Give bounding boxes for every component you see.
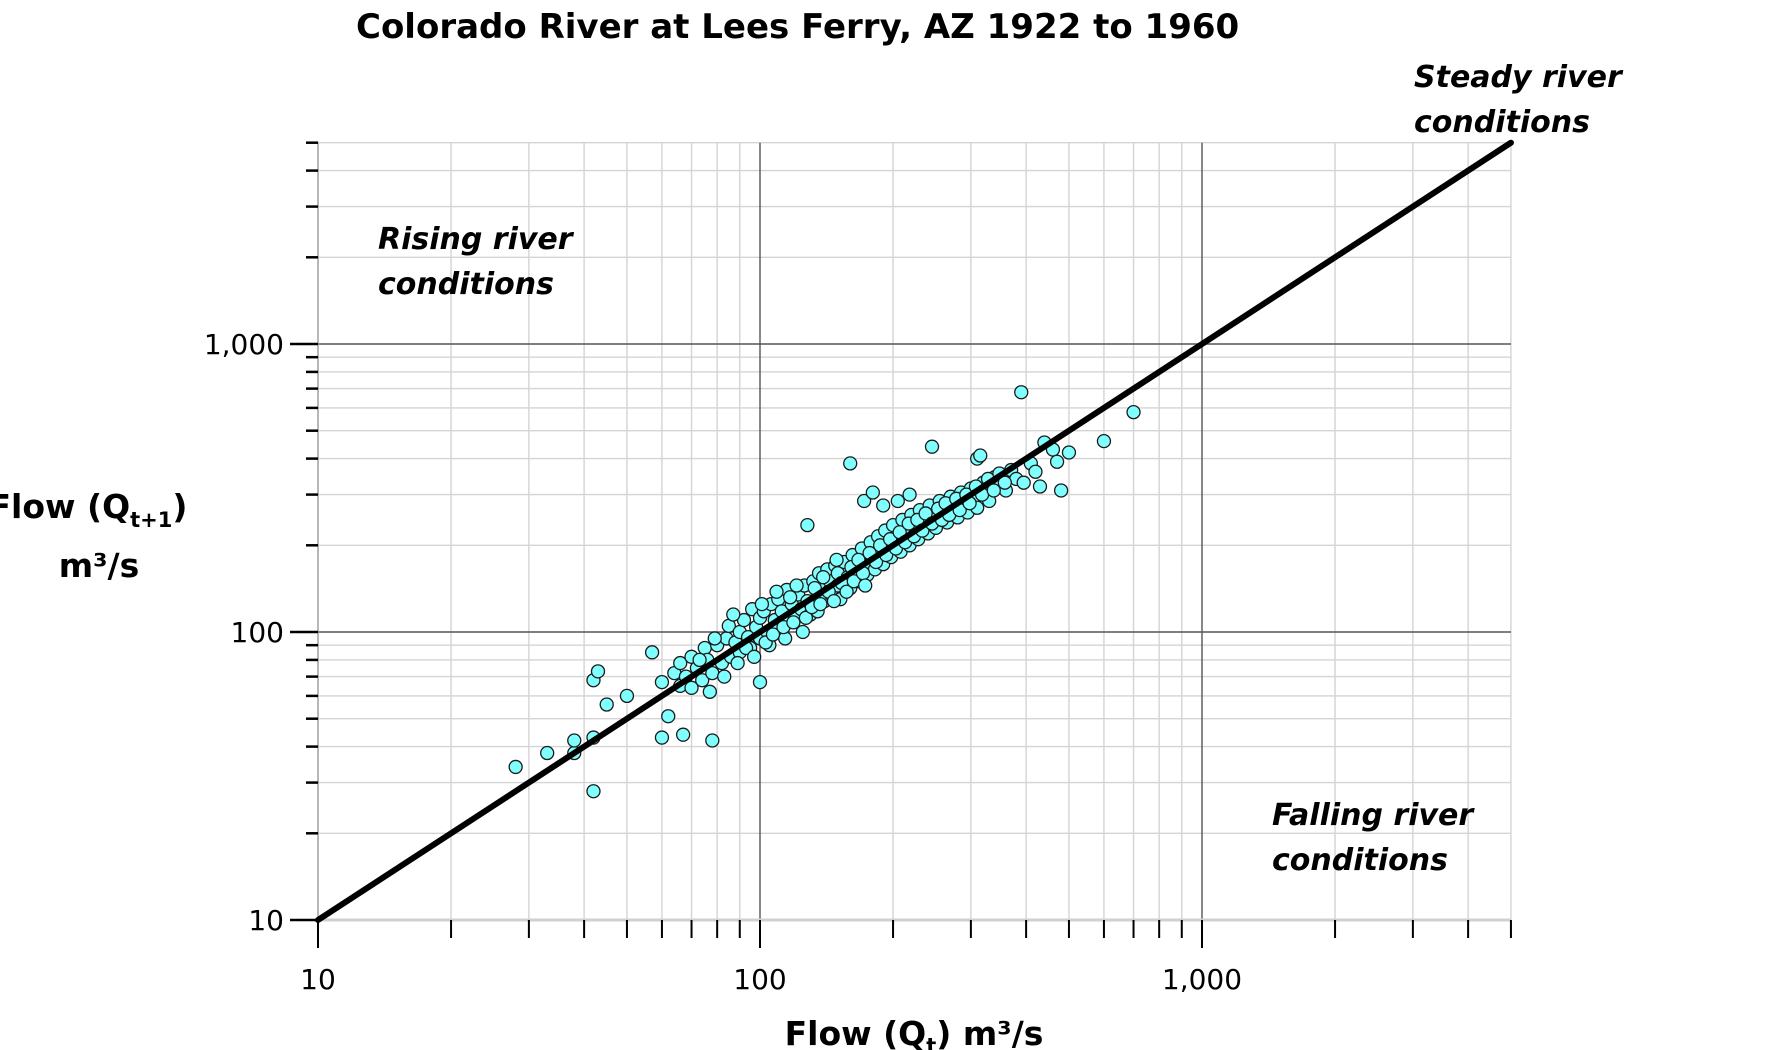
data-point <box>620 689 633 702</box>
data-point <box>685 681 698 694</box>
annotation-steady-line1: Steady river <box>1414 60 1624 95</box>
data-point <box>591 665 604 678</box>
data-point <box>770 585 783 598</box>
annotation-rising-line1: Rising river <box>378 222 575 257</box>
data-point <box>703 685 716 698</box>
data-point <box>790 579 803 592</box>
annotation-falling-line2: conditions <box>1272 843 1448 878</box>
annotation-rising-line2: conditions <box>378 267 554 302</box>
chart-title: Colorado River at Lees Ferry, AZ 1922 to… <box>356 7 1239 47</box>
x-tick-labels: 10 100 1,000 <box>300 963 1242 996</box>
y-axis-label-units: m³/s <box>59 546 140 585</box>
data-point <box>706 734 719 747</box>
x-axis-label: Flow (Qt) m³/s <box>785 1014 1044 1050</box>
data-point <box>1127 406 1140 419</box>
annotation-rising: Rising river conditions <box>378 222 575 302</box>
annotation-steady-line2: conditions <box>1414 105 1590 140</box>
data-point <box>646 646 659 659</box>
data-point <box>827 595 840 608</box>
data-point <box>587 785 600 798</box>
y-axis-label-main: Flow (Q <box>0 487 130 526</box>
data-point <box>748 650 761 663</box>
data-point <box>866 486 879 499</box>
data-point <box>727 608 740 621</box>
data-point <box>718 670 731 683</box>
data-point <box>1097 435 1110 448</box>
data-point <box>817 571 830 584</box>
annotation-falling: Falling river conditions <box>1272 798 1475 878</box>
data-point <box>1051 455 1064 468</box>
x-axis-label-tail: ) m³/s <box>936 1014 1043 1050</box>
data-point <box>541 747 554 760</box>
data-point <box>655 676 668 689</box>
data-point <box>662 710 675 723</box>
data-point <box>1055 484 1068 497</box>
data-point <box>877 499 890 512</box>
x-tick-label: 10 <box>300 963 336 996</box>
data-point <box>1062 446 1075 459</box>
y-tick-label: 100 <box>231 616 284 649</box>
y-tick-label: 1,000 <box>204 328 284 361</box>
data-point <box>844 457 857 470</box>
x-tick-label: 1,000 <box>1162 963 1242 996</box>
data-point <box>1015 386 1028 399</box>
data-point <box>755 598 768 611</box>
data-point <box>600 698 613 711</box>
x-axis-label-sub: t <box>926 1034 936 1050</box>
data-point <box>568 734 581 747</box>
data-point <box>801 519 814 532</box>
data-point <box>903 488 916 501</box>
data-point <box>784 591 797 604</box>
data-point <box>1029 465 1042 478</box>
data-point <box>891 495 904 508</box>
y-axis-label: Flow (Qt+1) <box>0 487 187 532</box>
data-point <box>708 632 721 645</box>
data-point <box>1017 476 1030 489</box>
y-axis-label-sub: t+1 <box>130 508 172 532</box>
data-point <box>693 653 706 666</box>
data-point <box>787 616 800 629</box>
annotation-falling-line1: Falling river <box>1272 798 1475 833</box>
data-point <box>754 676 767 689</box>
data-point <box>830 553 843 566</box>
data-point <box>698 641 711 654</box>
data-point <box>677 728 690 741</box>
x-tick-label: 100 <box>733 963 786 996</box>
y-axis-label-tail: ) <box>172 487 187 526</box>
y-tick-label: 10 <box>248 904 284 937</box>
data-point <box>974 449 987 462</box>
data-point <box>926 440 939 453</box>
data-point <box>731 657 744 670</box>
x-axis-label-main: Flow (Q <box>785 1014 927 1050</box>
data-point <box>655 731 668 744</box>
data-point <box>859 579 872 592</box>
data-point <box>814 598 827 611</box>
y-tick-labels: 10 100 1,000 <box>204 328 284 937</box>
annotation-steady: Steady river conditions <box>1414 60 1624 140</box>
data-point <box>509 760 522 773</box>
data-point <box>1033 480 1046 493</box>
